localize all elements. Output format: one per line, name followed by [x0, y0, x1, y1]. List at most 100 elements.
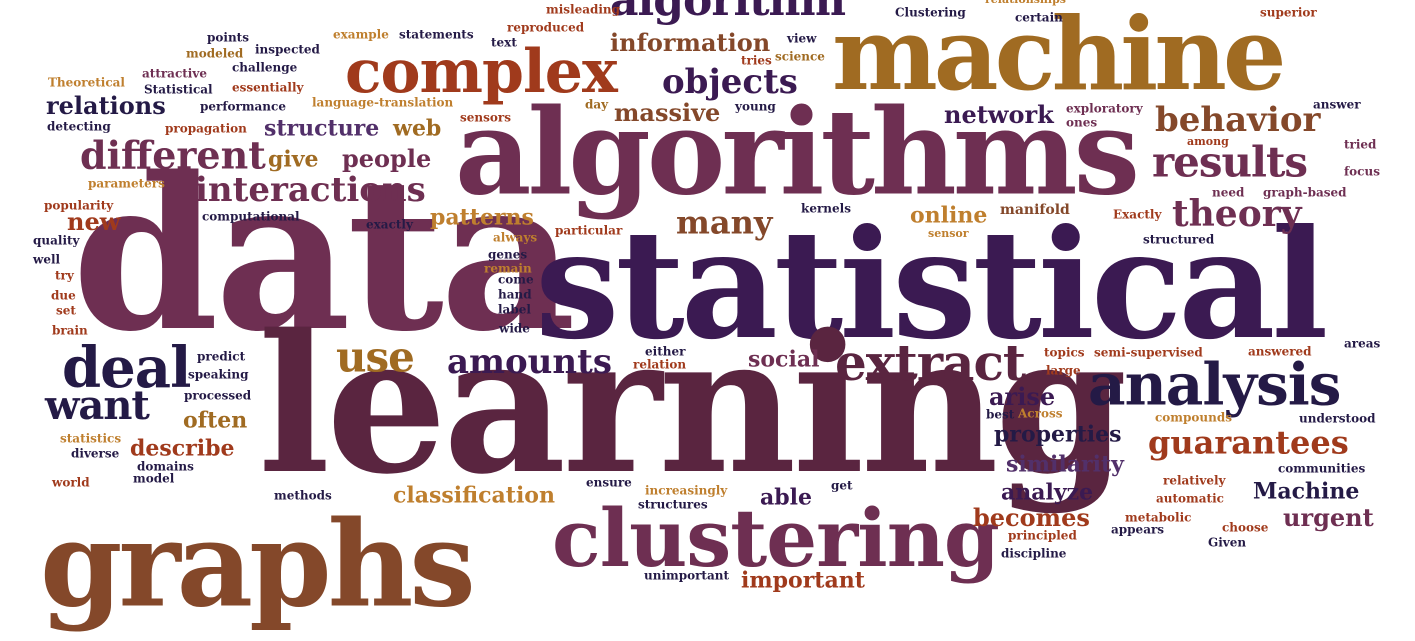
word-analysis: analysis [1088, 350, 1341, 419]
word-behavior: behavior [1155, 99, 1321, 140]
word-graph-based: graph-based [1263, 185, 1347, 200]
word-world: world [52, 475, 90, 490]
word-brain: brain [52, 323, 88, 338]
word-young: young [735, 99, 776, 114]
word-science: science [775, 49, 825, 64]
word-relationships: relationships [985, 0, 1066, 5]
word-best: best [986, 407, 1015, 422]
word-similarity: similarity [1006, 451, 1124, 478]
word-classification: classification [393, 482, 555, 509]
word-urgent: urgent [1283, 502, 1374, 532]
word-structured: structured [1143, 232, 1215, 247]
word-day: day [585, 97, 609, 112]
word-discipline: discipline [1001, 546, 1067, 561]
word-points: points [207, 30, 249, 45]
word-unimportant: unimportant [644, 568, 730, 583]
word-always: always [493, 230, 538, 245]
word-manifold: manifold [1000, 201, 1070, 218]
word-give: give [268, 146, 319, 173]
word-automatic: automatic [1156, 491, 1224, 506]
word-exploratory: exploratory [1066, 101, 1143, 116]
word-graphs: graphs [40, 494, 476, 634]
word-massive: massive [614, 97, 721, 127]
word-model: model [133, 471, 175, 486]
word-domains: domains [137, 459, 194, 474]
word-statistics: statistics [60, 431, 122, 446]
word-particular: particular [555, 223, 623, 238]
word-attractive: attractive [142, 66, 207, 81]
word-inspected: inspected [255, 42, 320, 57]
word-new: new [67, 206, 121, 236]
word-well: well [33, 252, 61, 267]
word-describe: describe [130, 435, 235, 462]
word-quality: quality [33, 233, 80, 248]
word-answered: answered [1248, 344, 1312, 359]
word-relation: relation [633, 357, 687, 372]
word-detecting: detecting [47, 119, 111, 134]
word-algorithms: algorithms [455, 82, 1140, 222]
word-ones: ones [1066, 115, 1098, 130]
word-relatively: relatively [1163, 473, 1226, 488]
word-arise: arise [989, 381, 1056, 411]
word-structures: structures [638, 497, 708, 512]
word-set: set [56, 303, 76, 318]
word-use: use [336, 332, 415, 382]
word-choose: choose [1222, 520, 1269, 535]
word-remain: remain [484, 261, 532, 276]
word-statistical: Statistical [144, 82, 213, 97]
word-web: web [393, 115, 442, 142]
word-theoretical: Theoretical [48, 75, 125, 90]
word-speaking: speaking [188, 367, 249, 382]
word-relations: relations [46, 90, 166, 120]
word-interactions: interactions [195, 169, 426, 210]
word-propagation: propagation [165, 121, 247, 136]
word-social: social [748, 346, 820, 373]
word-guarantees: guarantees [1148, 423, 1349, 462]
word-genes: genes [488, 247, 528, 262]
word-metabolic: metabolic [1125, 510, 1192, 525]
word-areas: areas [1344, 336, 1381, 351]
word-machine: Machine [1253, 478, 1360, 505]
word-topics: topics [1044, 345, 1085, 360]
word-predict: predict [197, 349, 246, 364]
word-certain: certain [1015, 10, 1063, 25]
word-parameters: parameters [88, 176, 165, 191]
word-increasingly: increasingly [645, 483, 728, 498]
word-example: example [333, 27, 389, 42]
word-sensors: sensors [460, 110, 511, 125]
word-principled: principled [1008, 528, 1077, 543]
word-analyze: analyze [1001, 479, 1094, 506]
word-kernels: kernels [801, 201, 851, 216]
word-important: important [741, 567, 865, 594]
word-across: Across [1018, 406, 1063, 421]
word-try: try [55, 268, 74, 283]
word-deal: deal [62, 335, 191, 402]
word-machine: machine [832, 0, 1287, 113]
word-clustering: Clustering [895, 5, 966, 20]
word-network: network [944, 99, 1054, 129]
word-amounts: amounts [447, 341, 612, 382]
word-ensure: ensure [586, 475, 632, 490]
word-wide: wide [499, 321, 530, 336]
word-popularity: popularity [44, 198, 114, 213]
word-extract: extract [835, 333, 1026, 392]
word-need: need [1212, 185, 1245, 200]
word-processed: processed [184, 388, 252, 403]
word-label: label [498, 302, 531, 317]
word-online: online [910, 202, 988, 229]
word-text: text [491, 35, 517, 50]
word-language-translation: language-translation [312, 95, 454, 110]
word-methods: methods [274, 488, 332, 503]
word-exactly: exactly [366, 217, 413, 232]
word-communities: communities [1278, 461, 1366, 476]
word-patterns: patterns [430, 204, 534, 231]
word-hand: hand [498, 287, 532, 302]
word-appears: appears [1111, 522, 1165, 537]
word-either: either [645, 344, 686, 359]
word-objects: objects [662, 61, 798, 102]
word-given: Given [1208, 535, 1247, 550]
word-among: among [1187, 135, 1229, 149]
word-focus: focus [1344, 164, 1380, 179]
word-people: people [342, 143, 432, 173]
